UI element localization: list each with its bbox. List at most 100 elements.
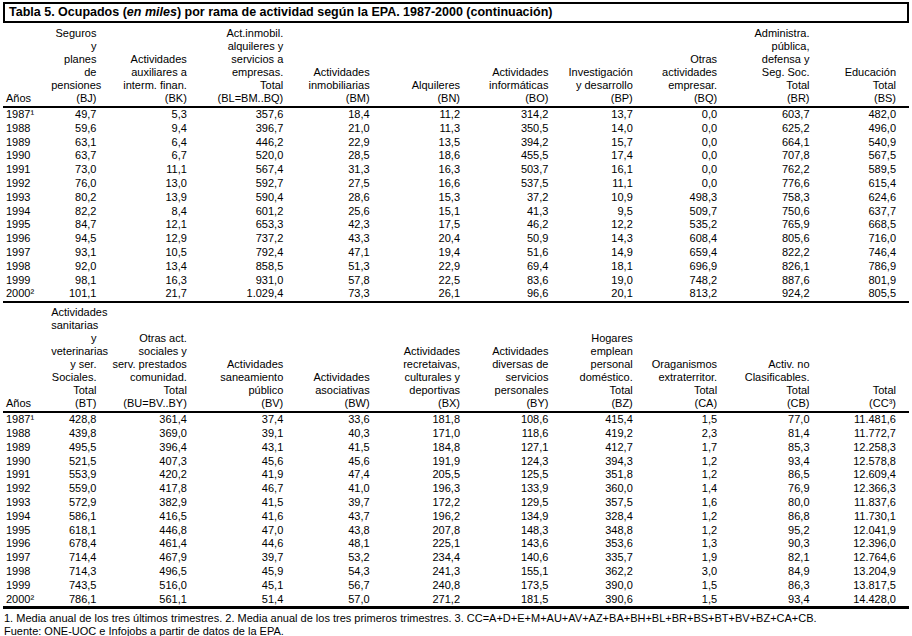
value-cell: 624,6 [823,191,909,205]
value-cell: 3,0 [646,565,730,579]
value-cell: 637,7 [823,205,909,219]
value-cell: 589,5 [823,163,909,177]
value-cell: 668,5 [823,218,909,232]
value-cell: 125,5 [473,468,561,482]
table-row: 1990521,5407,345,645,6191,9124,3394,31,2… [3,455,909,469]
value-cell: 9,5 [561,205,645,219]
value-cell: 46,2 [473,218,561,232]
value-cell: 461,4 [109,537,199,551]
value-cell: 407,3 [109,455,199,469]
value-cell: 12.578,8 [823,455,909,469]
value-cell: 762,2 [730,163,822,177]
value-cell: 361,4 [109,412,199,427]
value-cell: 15,3 [383,191,473,205]
value-cell: 540,9 [823,136,909,150]
value-cell: 776,6 [730,177,822,191]
document-page: Tabla 5. Ocupados (en miles) por rama de… [0,0,912,636]
table-row: 199380,213,9590,428,615,337,210,9498,375… [3,191,909,205]
value-cell: 134,9 [473,510,561,524]
column-header: Otras act. sociales y serv. prestados co… [109,303,199,412]
year-cell: 1988 [3,122,51,136]
value-cell: 15,1 [383,205,473,219]
year-cell: 1990 [3,149,51,163]
value-cell: 653,3 [200,218,296,232]
table-row: 1997714,4467,939,753,2234,4140,6335,71,9… [3,551,909,565]
value-cell: 47,0 [200,524,296,538]
value-cell: 43,3 [296,232,382,246]
value-cell: 93,4 [730,593,822,608]
value-cell: 118,6 [473,427,561,441]
value-cell: 567,5 [823,149,909,163]
value-cell: 328,4 [561,510,645,524]
value-cell: 416,5 [109,510,199,524]
value-cell: 0,0 [646,107,730,122]
table-row: 199276,013,0592,727,516,6537,511,10,0776… [3,177,909,191]
value-cell: 11.772,7 [823,427,909,441]
data-table-2: AñosActividades sanitarias y veterinaria… [3,303,909,609]
value-cell: 31,3 [296,163,382,177]
value-cell: 45,6 [296,455,382,469]
value-cell: 625,2 [730,122,822,136]
value-cell: 184,8 [383,441,473,455]
value-cell: 8,4 [109,205,199,219]
year-cell: 1994 [3,205,51,219]
year-cell: 1987¹ [3,412,51,427]
column-header: Administra. pública, defensa y Seg. Soc.… [730,24,822,107]
value-cell: 41,6 [200,510,296,524]
value-cell: 234,4 [383,551,473,565]
value-cell: 12.609,4 [823,468,909,482]
value-cell: 173,5 [473,579,561,593]
value-cell: 171,0 [383,427,473,441]
value-cell: 11.481,6 [823,412,909,427]
value-cell: 37,4 [200,412,296,427]
value-cell: 521,5 [51,455,109,469]
value-cell: 17,5 [383,218,473,232]
value-cell: 83,6 [473,274,561,288]
value-cell: 155,1 [473,565,561,579]
year-cell: 1996 [3,537,51,551]
table-row: 199694,512,9737,243,320,450,914,3608,480… [3,232,909,246]
value-cell: 615,4 [823,177,909,191]
value-cell: 350,5 [473,122,561,136]
value-cell: 28,5 [296,149,382,163]
value-cell: 696,9 [646,260,730,274]
value-cell: 765,9 [730,218,822,232]
value-cell: 887,6 [730,274,822,288]
value-cell: 10,9 [561,191,645,205]
table-row: 1989495,5396,443,141,5184,8127,1412,71,7… [3,441,909,455]
table-row: 199482,28,4601,225,615,141,39,5509,7750,… [3,205,909,219]
value-cell: 47,4 [296,468,382,482]
value-cell: 46,7 [200,482,296,496]
value-cell: 567,4 [200,163,296,177]
value-cell: 357,5 [561,496,645,510]
year-cell: 2000² [3,287,51,302]
value-cell: 707,8 [730,149,822,163]
value-cell: 498,3 [646,191,730,205]
year-cell: 1991 [3,163,51,177]
value-cell: 1,5 [646,593,730,608]
year-cell: 1999 [3,274,51,288]
value-cell: 792,4 [200,246,296,260]
value-cell: 181,8 [383,412,473,427]
value-cell: 240,8 [383,579,473,593]
value-cell: 191,9 [383,455,473,469]
value-cell: 561,1 [109,593,199,608]
value-cell: 50,9 [473,232,561,246]
value-cell: 53,2 [296,551,382,565]
value-cell: 143,6 [473,537,561,551]
value-cell: 659,4 [646,246,730,260]
value-cell: 420,2 [109,468,199,482]
value-cell: 28,6 [296,191,382,205]
footnote-source: Fuente: ONE-UOC e Infojobs a partir de d… [4,625,908,636]
value-cell: 714,3 [51,565,109,579]
years-column-header: Años [3,24,51,107]
value-cell: 369,0 [109,427,199,441]
value-cell: 415,4 [561,412,645,427]
value-cell: 86,8 [730,510,822,524]
value-cell: 48,1 [296,537,382,551]
value-cell: 90,3 [730,537,822,551]
header-row: AñosSeguros y planes de pensiones (BJ)Ac… [3,24,909,107]
table-row: 1998714,3496,545,954,3241,3155,1362,23,0… [3,565,909,579]
footnotes: 1. Media anual de los tres últimos trime… [3,609,909,636]
value-cell: 9,4 [109,122,199,136]
